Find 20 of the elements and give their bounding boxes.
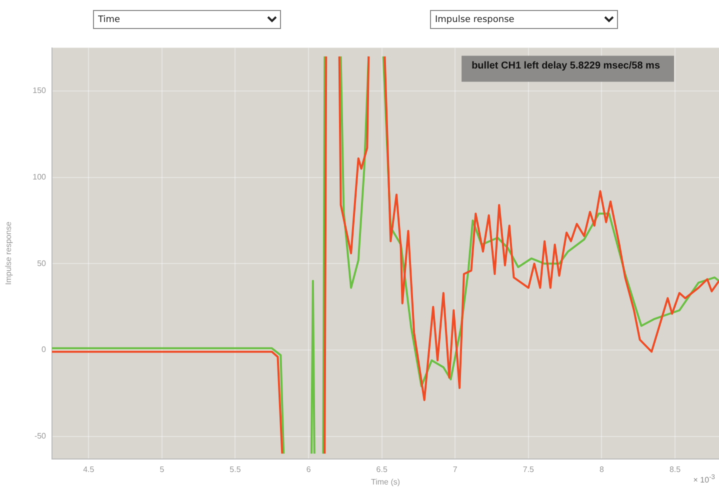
y-tick-label: 0 <box>42 345 47 354</box>
annotation: bullet CH1 left delay 5.8229 msec/58 ms <box>472 60 660 72</box>
x-tick-label: 5.5 <box>230 464 242 474</box>
x-tick-label: 8 <box>600 464 604 474</box>
x-tick-label: 6.5 <box>376 464 388 474</box>
y-tick-label: 100 <box>32 172 47 182</box>
x-axis-title: Time (s) <box>370 477 400 486</box>
x-tick-label: 4.5 <box>83 464 95 474</box>
x-tick-label: 6 <box>306 464 312 474</box>
y-tick-label: 150 <box>32 86 47 96</box>
x-tick-label: 8.5 <box>669 464 682 474</box>
x-tick-label: 7 <box>452 464 458 474</box>
y-tick-label: 50 <box>37 258 47 268</box>
text: × 10$^{-3}$ <box>693 474 715 485</box>
quantity-dropdown: Time <box>93 10 281 29</box>
y-axis-title: Impulse response <box>4 221 14 285</box>
x-tick-label: 7.5 <box>522 464 535 474</box>
view-dropdown: Impulse response <box>430 10 618 29</box>
y-tick-label: -50 <box>34 432 47 441</box>
x-tick-label: 5 <box>160 464 165 474</box>
